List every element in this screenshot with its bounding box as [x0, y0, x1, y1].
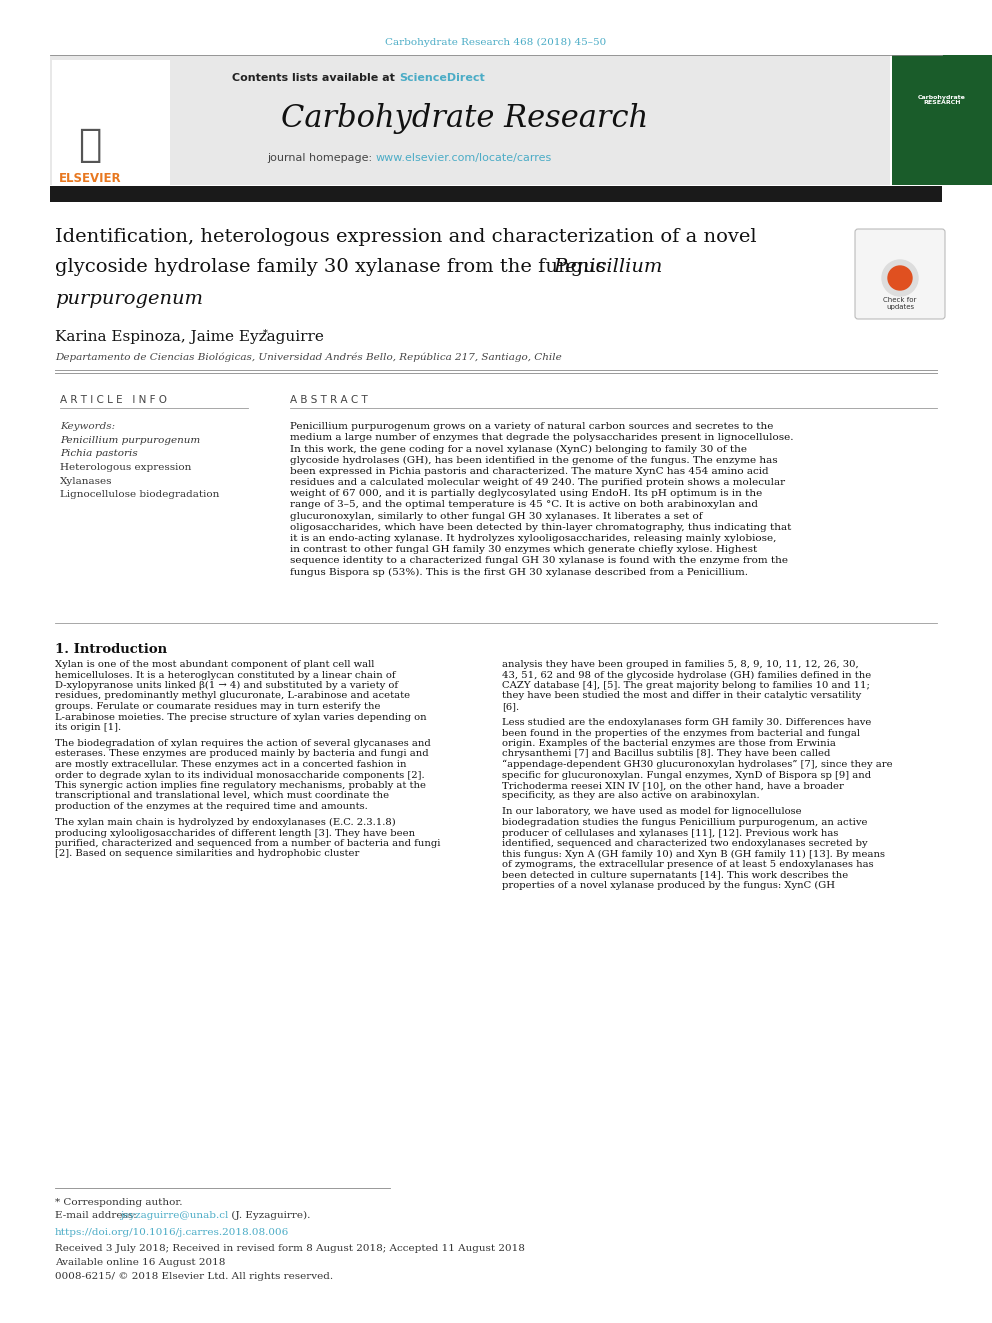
Text: L-arabinose moieties. The precise structure of xylan varies depending on: L-arabinose moieties. The precise struct… — [55, 713, 427, 721]
Text: been detected in culture supernatants [14]. This work describes the: been detected in culture supernatants [1… — [502, 871, 848, 880]
Text: they have been studied the most and differ in their catalytic versatility: they have been studied the most and diff… — [502, 692, 861, 700]
Bar — [50, 56, 890, 185]
Text: 43, 51, 62 and 98 of the glycoside hydrolase (GH) families defined in the: 43, 51, 62 and 98 of the glycoside hydro… — [502, 671, 871, 680]
Text: Carbohydrate Research 468 (2018) 45–50: Carbohydrate Research 468 (2018) 45–50 — [385, 37, 607, 46]
Text: esterases. These enzymes are produced mainly by bacteria and fungi and: esterases. These enzymes are produced ma… — [55, 750, 429, 758]
Text: Trichoderma reesei XIN IV [10], on the other hand, have a broader: Trichoderma reesei XIN IV [10], on the o… — [502, 781, 844, 790]
Text: been found in the properties of the enzymes from bacterial and fungal: been found in the properties of the enzy… — [502, 729, 860, 737]
Text: of zymograms, the extracellular presence of at least 5 endoxylanases has: of zymograms, the extracellular presence… — [502, 860, 874, 869]
Text: specific for glucuronoxylan. Fungal enzymes, XynD of Bispora sp [9] and: specific for glucuronoxylan. Fungal enzy… — [502, 770, 871, 779]
Text: Penicillium purpurogenum: Penicillium purpurogenum — [60, 437, 200, 445]
Text: *: * — [263, 329, 268, 337]
Text: Penicillium purpurogenum grows on a variety of natural carbon sources and secret: Penicillium purpurogenum grows on a vari… — [290, 422, 774, 431]
Text: analysis they have been grouped in families 5, 8, 9, 10, 11, 12, 26, 30,: analysis they have been grouped in famil… — [502, 660, 859, 669]
Text: groups. Ferulate or coumarate residues may in turn esterify the: groups. Ferulate or coumarate residues m… — [55, 703, 381, 710]
Text: glycoside hydrolases (GH), has been identified in the genome of the fungus. The : glycoside hydrolases (GH), has been iden… — [290, 455, 778, 464]
Text: Check for
updates: Check for updates — [883, 296, 917, 310]
Text: properties of a novel xylanase produced by the fungus: XynC (GH: properties of a novel xylanase produced … — [502, 881, 835, 890]
Text: [6].: [6]. — [502, 703, 519, 710]
Text: in contrast to other fungal GH family 30 enzymes which generate chiefly xylose. : in contrast to other fungal GH family 30… — [290, 545, 757, 554]
Text: www.elsevier.com/locate/carres: www.elsevier.com/locate/carres — [376, 153, 553, 163]
Text: sequence identity to a characterized fungal GH 30 xylanase is found with the enz: sequence identity to a characterized fun… — [290, 557, 788, 565]
Bar — [52, 60, 170, 188]
Text: glycoside hydrolase family 30 xylanase from the fungus: glycoside hydrolase family 30 xylanase f… — [55, 258, 612, 277]
Text: residues, predominantly methyl glucuronate, L-arabinose and acetate: residues, predominantly methyl glucurona… — [55, 692, 410, 700]
Text: 0008-6215/ © 2018 Elsevier Ltd. All rights reserved.: 0008-6215/ © 2018 Elsevier Ltd. All righ… — [55, 1271, 333, 1281]
Text: Xylan is one of the most abundant component of plant cell wall: Xylan is one of the most abundant compon… — [55, 660, 374, 669]
Text: ScienceDirect: ScienceDirect — [399, 73, 485, 83]
Text: Received 3 July 2018; Received in revised form 8 August 2018; Accepted 11 August: Received 3 July 2018; Received in revise… — [55, 1244, 525, 1253]
Text: Less studied are the endoxylanases form GH family 30. Differences have: Less studied are the endoxylanases form … — [502, 718, 871, 728]
Bar — [50, 187, 942, 202]
Text: This synergic action implies fine regulatory mechanisms, probably at the: This synergic action implies fine regula… — [55, 781, 426, 790]
Text: * Corresponding author.: * Corresponding author. — [55, 1199, 183, 1207]
Text: 🌲: 🌲 — [78, 126, 102, 164]
Text: producing xylooligosaccharides of different length [3]. They have been: producing xylooligosaccharides of differ… — [55, 828, 415, 837]
Text: its origin [1].: its origin [1]. — [55, 722, 121, 732]
Circle shape — [888, 266, 912, 290]
Text: transcriptional and translational level, which must coordinate the: transcriptional and translational level,… — [55, 791, 389, 800]
Text: origin. Examples of the bacterial enzymes are those from Erwinia: origin. Examples of the bacterial enzyme… — [502, 740, 836, 747]
Text: specificity, as they are also active on arabinoxylan.: specificity, as they are also active on … — [502, 791, 760, 800]
Text: Xylanases: Xylanases — [60, 476, 112, 486]
Text: chrysanthemi [7] and Bacillus subtilis [8]. They have been called: chrysanthemi [7] and Bacillus subtilis [… — [502, 750, 830, 758]
Text: Heterologous expression: Heterologous expression — [60, 463, 191, 472]
Text: A B S T R A C T: A B S T R A C T — [290, 396, 368, 405]
Text: 1. Introduction: 1. Introduction — [55, 643, 167, 656]
Text: glucuronoxylan, similarly to other fungal GH 30 xylanases. It liberates a set of: glucuronoxylan, similarly to other funga… — [290, 512, 702, 520]
Text: https://doi.org/10.1016/j.carres.2018.08.006: https://doi.org/10.1016/j.carres.2018.08… — [55, 1228, 290, 1237]
Text: biodegradation studies the fungus Penicillium purpurogenum, an active: biodegradation studies the fungus Penici… — [502, 818, 867, 827]
Text: In our laboratory, we have used as model for lignocellulose: In our laboratory, we have used as model… — [502, 807, 802, 816]
Text: this fungus: Xyn A (GH family 10) and Xyn B (GH family 11) [13]. By means: this fungus: Xyn A (GH family 10) and Xy… — [502, 849, 885, 859]
Text: residues and a calculated molecular weight of 49 240. The purified protein shows: residues and a calculated molecular weig… — [290, 478, 785, 487]
Text: fungus Bispora sp (53%). This is the first GH 30 xylanase described from a Penic: fungus Bispora sp (53%). This is the fir… — [290, 568, 748, 577]
Text: A R T I C L E   I N F O: A R T I C L E I N F O — [60, 396, 167, 405]
Text: purpurogenum: purpurogenum — [55, 290, 203, 308]
Text: D-xylopyranose units linked β(1 → 4) and substituted by a variety of: D-xylopyranose units linked β(1 → 4) and… — [55, 681, 398, 691]
Text: Carbohydrate Research: Carbohydrate Research — [282, 102, 649, 134]
Text: are mostly extracellular. These enzymes act in a concerted fashion in: are mostly extracellular. These enzymes … — [55, 759, 407, 769]
Text: Keywords:: Keywords: — [60, 422, 115, 431]
Text: Departamento de Ciencias Biológicas, Universidad Andrés Bello, República 217, Sa: Departamento de Ciencias Biológicas, Uni… — [55, 353, 561, 363]
Text: Available online 16 August 2018: Available online 16 August 2018 — [55, 1258, 225, 1267]
Text: ELSEVIER: ELSEVIER — [59, 172, 121, 184]
Text: purified, characterized and sequenced from a number of bacteria and fungi: purified, characterized and sequenced fr… — [55, 839, 440, 848]
Text: hemicelluloses. It is a heteroglycan constituted by a linear chain of: hemicelluloses. It is a heteroglycan con… — [55, 671, 396, 680]
Text: Pichia pastoris: Pichia pastoris — [60, 450, 138, 459]
Text: CAZY database [4], [5]. The great majority belong to families 10 and 11;: CAZY database [4], [5]. The great majori… — [502, 681, 870, 691]
Text: it is an endo-acting xylanase. It hydrolyzes xylooligosaccharides, releasing mai: it is an endo-acting xylanase. It hydrol… — [290, 534, 777, 542]
Text: weight of 67 000, and it is partially deglycosylated using EndoH. Its pH optimum: weight of 67 000, and it is partially de… — [290, 490, 762, 499]
Text: Carbohydrate
RESEARCH: Carbohydrate RESEARCH — [918, 95, 966, 106]
Text: Karina Espinoza, Jaime Eyzaguirre: Karina Espinoza, Jaime Eyzaguirre — [55, 329, 323, 344]
Text: In this work, the gene coding for a novel xylanase (XynC) belonging to family 30: In this work, the gene coding for a nove… — [290, 445, 747, 454]
Text: medium a large number of enzymes that degrade the polysaccharides present in lig: medium a large number of enzymes that de… — [290, 433, 794, 442]
Circle shape — [882, 261, 918, 296]
Text: Penicillium: Penicillium — [553, 258, 663, 277]
Text: order to degrade xylan to its individual monosaccharide components [2].: order to degrade xylan to its individual… — [55, 770, 425, 779]
Text: oligosaccharides, which have been detected by thin-layer chromatography, thus in: oligosaccharides, which have been detect… — [290, 523, 792, 532]
Bar — [892, 56, 992, 185]
Text: The biodegradation of xylan requires the action of several glycanases and: The biodegradation of xylan requires the… — [55, 740, 431, 747]
Text: range of 3–5, and the optimal temperature is 45 °C. It is active on both arabino: range of 3–5, and the optimal temperatur… — [290, 500, 758, 509]
Text: Identification, heterologous expression and characterization of a novel: Identification, heterologous expression … — [55, 228, 757, 246]
Text: The xylan main chain is hydrolyzed by endoxylanases (E.C. 2.3.1.8): The xylan main chain is hydrolyzed by en… — [55, 818, 396, 827]
Text: [2]. Based on sequence similarities and hydrophobic cluster: [2]. Based on sequence similarities and … — [55, 849, 359, 859]
Text: Contents lists available at: Contents lists available at — [232, 73, 399, 83]
Text: journal homepage:: journal homepage: — [268, 153, 376, 163]
Text: E-mail address:: E-mail address: — [55, 1211, 140, 1220]
Text: (J. Eyzaguirre).: (J. Eyzaguirre). — [228, 1211, 310, 1220]
Text: producer of cellulases and xylanases [11], [12]. Previous work has: producer of cellulases and xylanases [11… — [502, 828, 838, 837]
Text: Lignocellulose biodegradation: Lignocellulose biodegradation — [60, 490, 219, 499]
Text: production of the enzymes at the required time and amounts.: production of the enzymes at the require… — [55, 802, 368, 811]
Text: “appendage-dependent GH30 glucuronoxylan hydrolases” [7], since they are: “appendage-dependent GH30 glucuronoxylan… — [502, 759, 893, 770]
FancyBboxPatch shape — [855, 229, 945, 319]
Text: been expressed in Pichia pastoris and characterized. The mature XynC has 454 ami: been expressed in Pichia pastoris and ch… — [290, 467, 769, 476]
Text: identified, sequenced and characterized two endoxylanases secreted by: identified, sequenced and characterized … — [502, 839, 868, 848]
Text: jeyzaguirre@unab.cl: jeyzaguirre@unab.cl — [120, 1211, 228, 1220]
